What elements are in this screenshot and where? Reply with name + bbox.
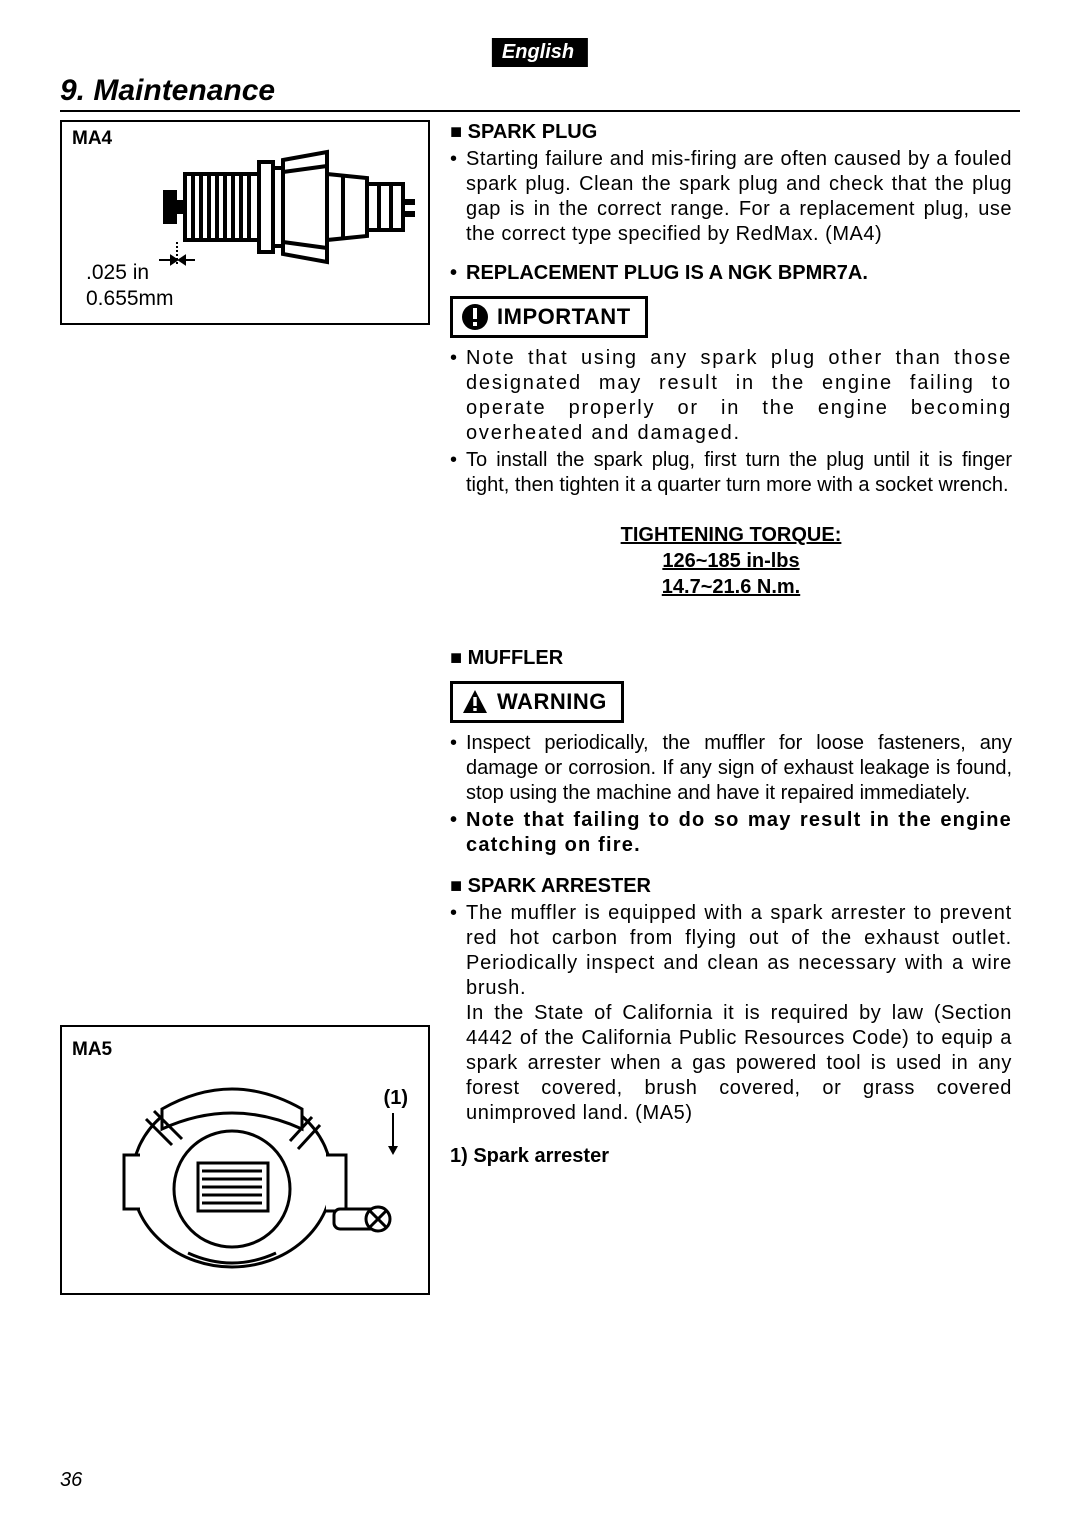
important-bullet-1: Note that using any spark plug other tha… (466, 346, 1012, 446)
figure-ma4-label: MA4 (72, 128, 112, 150)
bullet-icon: • (450, 346, 466, 446)
warning-bullet-1: Inspect periodically, the muffler for lo… (466, 731, 1012, 806)
spark-plug-icon (157, 142, 417, 272)
spark-arrester-heading: SPARK ARRESTER (450, 874, 1012, 899)
bullet-icon: • (450, 808, 466, 858)
important-icon (461, 303, 489, 331)
bullet-icon: • (450, 147, 466, 247)
figure-ma4: MA4 (60, 120, 430, 325)
section-title: 9. Maintenance (60, 74, 1020, 112)
torque-line-2: 126~185 in-lbs (662, 550, 799, 572)
gap-inches: .025 in (86, 261, 149, 284)
muffler-heading: MUFFLER (450, 646, 1012, 671)
bullet-icon: • (450, 261, 466, 286)
engine-icon (102, 1059, 392, 1279)
page-number: 36 (60, 1469, 82, 1492)
left-column: MA4 (60, 120, 450, 1295)
spark-plug-heading: SPARK PLUG (450, 120, 1012, 145)
figure-ma5-label: MA5 (72, 1039, 112, 1061)
language-badge: English (492, 38, 588, 67)
bullet-icon: • (450, 731, 466, 806)
bullet-icon: • (450, 901, 466, 1126)
arrester-para-1: The muffler is equipped with a spark arr… (466, 901, 1012, 1001)
bullet-icon: • (450, 448, 466, 498)
arrester-legend: 1) Spark arrester (450, 1144, 1012, 1169)
figure-ma5-leader-line (392, 1113, 394, 1153)
figure-ma5: MA5 (1) (60, 1025, 430, 1295)
gap-dimension: .025 in 0.655mm (86, 260, 174, 313)
torque-line-1: TIGHTENING TORQUE: (621, 524, 842, 546)
warning-bullet-2: Note that failing to do so may result in… (466, 808, 1012, 858)
important-bullet-2: To install the spark plug, first turn th… (466, 448, 1012, 498)
important-label: IMPORTANT (497, 303, 631, 331)
right-column: SPARK PLUG • Starting failure and mis-fi… (450, 120, 1012, 1295)
arrester-para-2: In the State of California it is require… (466, 1001, 1012, 1126)
important-callout: IMPORTANT (450, 296, 648, 338)
gap-mm: 0.655mm (86, 287, 174, 310)
replacement-plug-text: REPLACEMENT PLUG IS A NGK BPMR7A. (466, 261, 1012, 286)
spark-plug-text: Starting failure and mis-firing are ofte… (466, 147, 1012, 247)
warning-callout: WARNING (450, 681, 624, 723)
torque-line-3: 14.7~21.6 N.m. (662, 576, 800, 598)
torque-spec: TIGHTENING TORQUE: 126~185 in-lbs 14.7~2… (450, 522, 1012, 600)
warning-label: WARNING (497, 688, 607, 716)
warning-icon (461, 688, 489, 716)
